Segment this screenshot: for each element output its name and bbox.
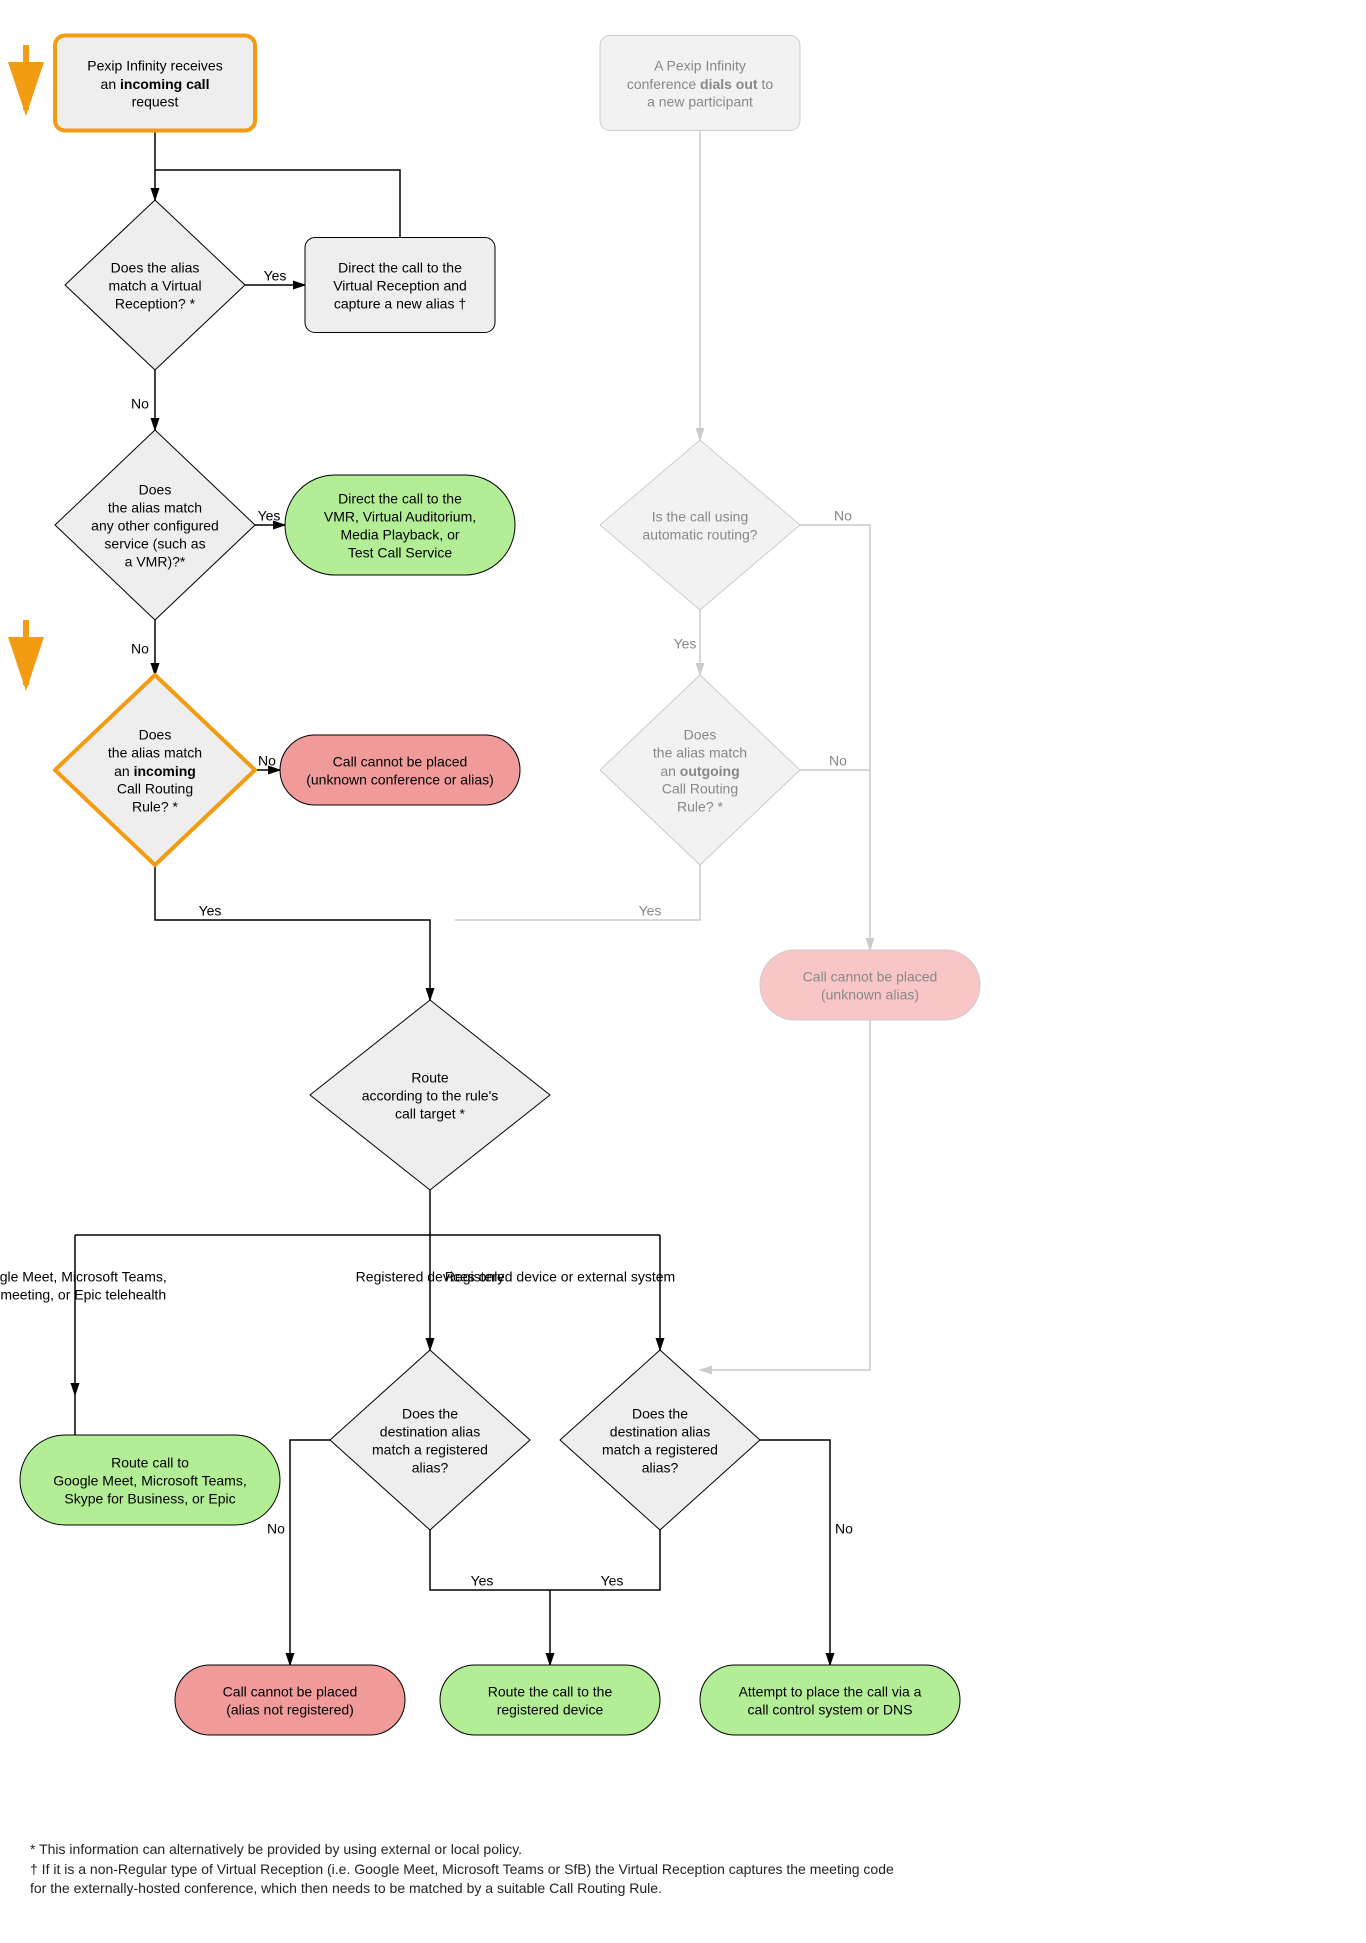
q_reg2 — [560, 1350, 760, 1530]
cannot_not_registered — [175, 1665, 405, 1735]
svg-text:Does: Does — [684, 727, 717, 743]
svg-text:SfB meeting, or Epic telehealt: SfB meeting, or Epic telehealth — [0, 1287, 166, 1303]
svg-text:Direct the call to the: Direct the call to the — [338, 260, 462, 276]
svg-text:Route the call to the: Route the call to the — [488, 1684, 613, 1700]
svg-text:(unknown conference or alias): (unknown conference or alias) — [306, 772, 494, 788]
svg-text:registered device: registered device — [497, 1702, 604, 1718]
svg-text:Attempt to place the call via: Attempt to place the call via a — [739, 1684, 922, 1700]
svg-text:destination alias: destination alias — [380, 1424, 480, 1440]
footnote-line: † If it is a non-Regular type of Virtual… — [30, 1860, 894, 1880]
svg-text:Does: Does — [139, 482, 172, 498]
svg-text:No: No — [829, 753, 847, 769]
svg-text:alias?: alias? — [412, 1460, 449, 1476]
footnote-line: for the externally-hosted conference, wh… — [30, 1879, 894, 1899]
svg-text:match a registered: match a registered — [602, 1442, 718, 1458]
svg-text:an incoming call: an incoming call — [101, 76, 210, 92]
svg-text:a new participant: a new participant — [647, 94, 753, 110]
svg-text:Rule? *: Rule? * — [677, 799, 723, 815]
svg-text:match a registered: match a registered — [372, 1442, 488, 1458]
svg-text:No: No — [131, 641, 149, 657]
svg-text:Media Playback, or: Media Playback, or — [340, 527, 459, 543]
svg-text:Call Routing: Call Routing — [662, 781, 738, 797]
svg-text:VMR, Virtual Auditorium,: VMR, Virtual Auditorium, — [324, 509, 476, 525]
svg-text:destination alias: destination alias — [610, 1424, 710, 1440]
svg-text:Pexip Infinity receives: Pexip Infinity receives — [87, 58, 222, 74]
svg-text:No: No — [834, 508, 852, 524]
svg-text:Google Meet, Microsoft Teams,: Google Meet, Microsoft Teams, — [53, 1473, 246, 1489]
svg-text:call control system or DNS: call control system or DNS — [748, 1702, 913, 1718]
svg-text:Does the alias: Does the alias — [111, 260, 200, 276]
svg-text:(unknown alias): (unknown alias) — [821, 987, 919, 1003]
svg-text:an incoming: an incoming — [114, 763, 196, 779]
svg-text:Call Routing: Call Routing — [117, 781, 193, 797]
svg-text:according to the rule's: according to the rule's — [362, 1088, 499, 1104]
svg-text:Skype for Business, or Epic: Skype for Business, or Epic — [64, 1491, 235, 1507]
svg-text:the alias match: the alias match — [108, 500, 202, 516]
svg-text:No: No — [131, 396, 149, 412]
svg-text:Does the: Does the — [632, 1406, 688, 1422]
q_reg1 — [330, 1350, 530, 1530]
svg-text:the alias match: the alias match — [653, 745, 747, 761]
svg-text:Yes: Yes — [264, 268, 287, 284]
route_registered — [440, 1665, 660, 1735]
svg-text:Reception? *: Reception? * — [115, 296, 196, 312]
svg-text:Does: Does — [139, 727, 172, 743]
svg-text:Yes: Yes — [639, 903, 662, 919]
svg-text:A Pexip Infinity: A Pexip Infinity — [654, 58, 746, 74]
svg-text:Rule? *: Rule? * — [132, 799, 178, 815]
flowchart-svg: Yes No Yes No No Yes Google Meet, Microsoft Te… — [0, 0, 1366, 1943]
svg-text:Call cannot be placed: Call cannot be placed — [333, 754, 468, 770]
svg-text:Yes: Yes — [471, 1573, 494, 1589]
svg-text:Yes: Yes — [601, 1573, 624, 1589]
svg-text:service (such as: service (such as — [104, 536, 205, 552]
svg-text:Does the: Does the — [402, 1406, 458, 1422]
attempt_ccs — [700, 1665, 960, 1735]
svg-text:Is the call using: Is the call using — [652, 509, 749, 525]
svg-text:Virtual Reception and: Virtual Reception and — [333, 278, 467, 294]
svg-text:alias?: alias? — [642, 1460, 679, 1476]
svg-text:Google Meet, Microsoft Teams,: Google Meet, Microsoft Teams, — [0, 1269, 167, 1285]
svg-text:No: No — [267, 1521, 285, 1537]
footnote-line: * This information can alternatively be … — [30, 1840, 894, 1860]
svg-text:capture a new alias †: capture a new alias † — [334, 296, 466, 312]
svg-text:No: No — [835, 1521, 853, 1537]
svg-text:an outgoing: an outgoing — [660, 763, 739, 779]
svg-text:Test Call Service: Test Call Service — [348, 545, 452, 561]
svg-text:Call cannot be placed: Call cannot be placed — [223, 1684, 358, 1700]
q_auto_routing — [600, 440, 800, 610]
svg-text:automatic routing?: automatic routing? — [642, 527, 757, 543]
svg-text:Yes: Yes — [674, 636, 697, 652]
svg-text:Route: Route — [411, 1070, 449, 1086]
footnotes: * This information can alternatively be … — [30, 1840, 894, 1899]
svg-text:Yes: Yes — [258, 508, 281, 524]
svg-text:conference dials out to: conference dials out to — [627, 76, 774, 92]
svg-text:(alias not registered): (alias not registered) — [226, 1702, 354, 1718]
svg-text:No: No — [258, 753, 276, 769]
svg-text:call target *: call target * — [395, 1106, 466, 1122]
svg-text:any other configured: any other configured — [91, 518, 219, 534]
svg-text:match a Virtual: match a Virtual — [108, 278, 201, 294]
cannot_unknown_conf — [280, 735, 520, 805]
svg-text:Direct the call to the: Direct the call to the — [338, 491, 462, 507]
svg-text:Route call to: Route call to — [111, 1455, 189, 1471]
svg-text:Call cannot be placed: Call cannot be placed — [803, 969, 938, 985]
svg-text:Registered device or external: Registered device or external system — [445, 1269, 675, 1285]
svg-text:request: request — [132, 94, 179, 110]
svg-text:the alias match: the alias match — [108, 745, 202, 761]
svg-text:Yes: Yes — [199, 903, 222, 919]
svg-text:a VMR)?*: a VMR)?* — [125, 554, 186, 570]
cannot_unknown_alias — [760, 950, 980, 1020]
